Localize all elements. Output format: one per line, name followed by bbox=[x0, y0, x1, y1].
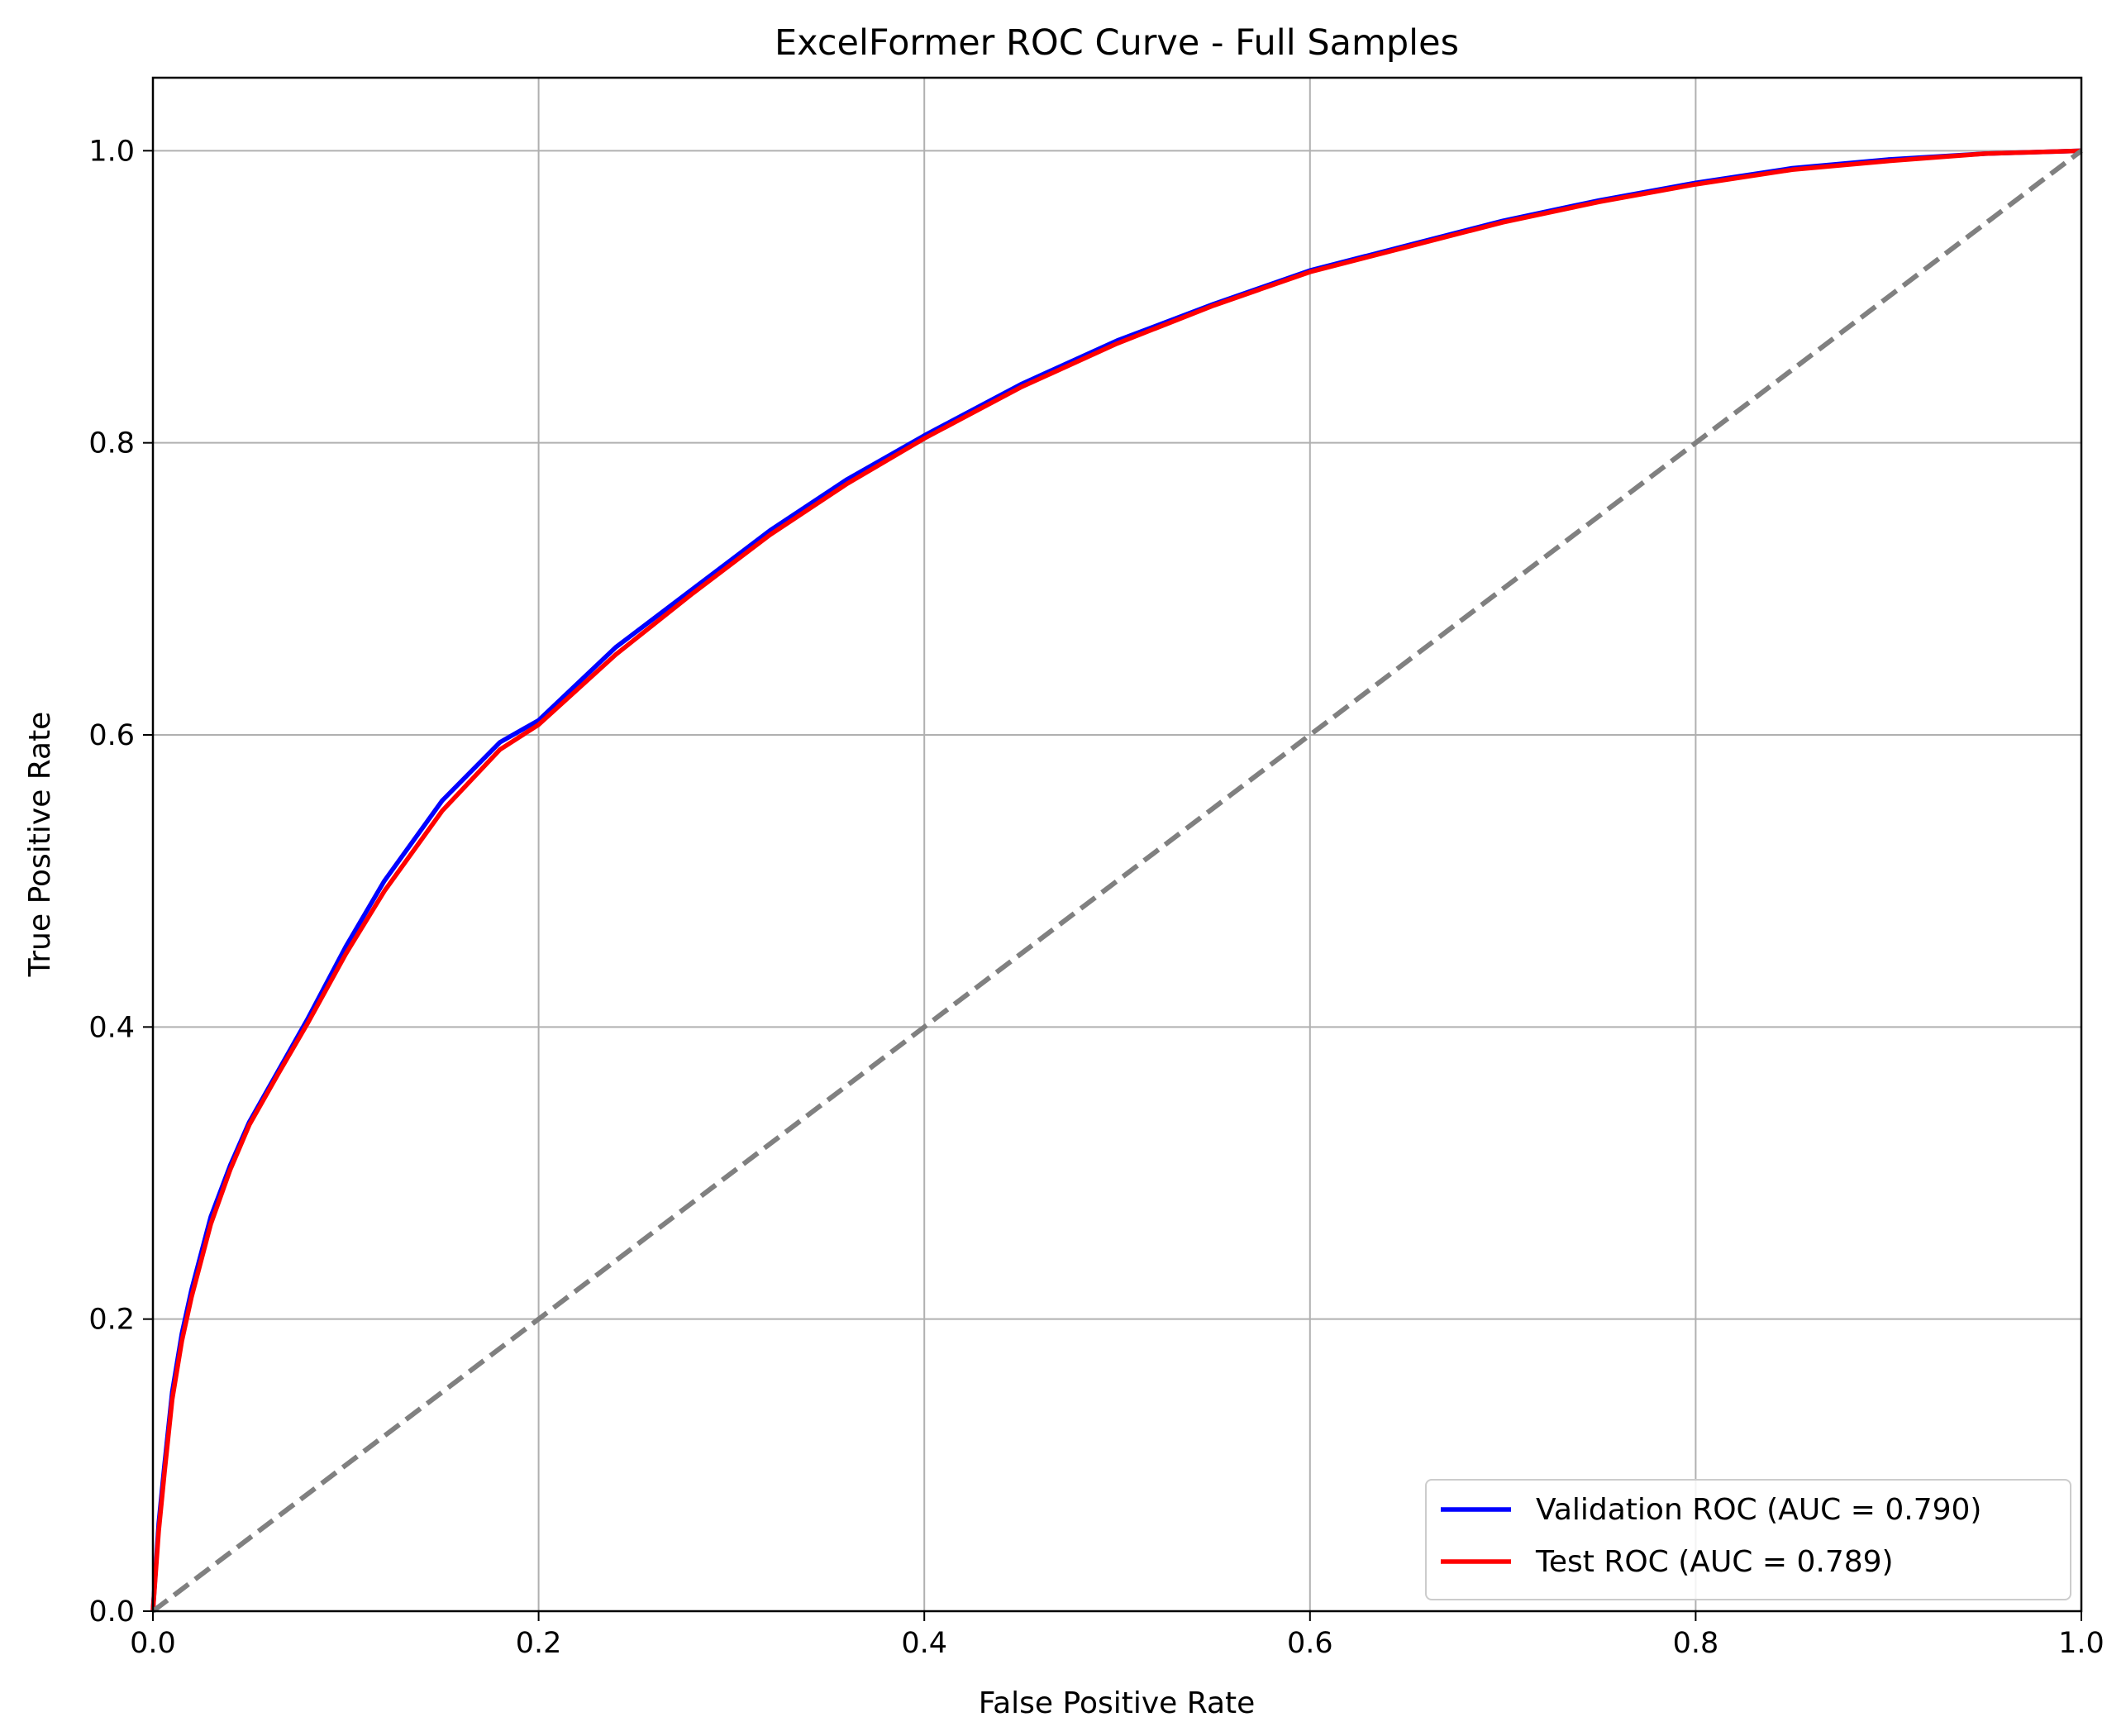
y-tick-label: 0.2 bbox=[88, 1304, 135, 1337]
x-tick-label: 0.6 bbox=[1287, 1627, 1333, 1660]
x-tick-label: 0.2 bbox=[516, 1627, 562, 1660]
axis-ticks: 0.0 0.2 0.4 0.6 0.8 1.0 0.0 0.2 0.4 0.6 0.8 1.0 bbox=[88, 135, 2105, 1660]
legend-label-validation: Validation ROC (AUC = 0.790) bbox=[1536, 1493, 1981, 1527]
y-tick-label: 1.0 bbox=[88, 135, 135, 168]
x-axis-label: False Positive Rate bbox=[979, 1686, 1256, 1720]
legend: Validation ROC (AUC = 0.790) Test ROC (A… bbox=[1425, 1479, 2071, 1600]
chart-title: ExcelFormer ROC Curve - Full Samples bbox=[775, 22, 1459, 64]
x-tick-label: 0.0 bbox=[130, 1627, 176, 1660]
y-tick-label: 0.4 bbox=[88, 1011, 135, 1044]
chance-diagonal-line bbox=[151, 148, 2083, 1614]
y-axis-label: True Positive Rate bbox=[23, 712, 57, 978]
plot-frame bbox=[151, 76, 2083, 1613]
test-roc-line bbox=[150, 148, 2082, 1612]
y-tick-label: 0.6 bbox=[88, 719, 135, 752]
x-tick-label: 0.8 bbox=[1673, 1627, 1719, 1660]
y-tick-label: 0.0 bbox=[88, 1595, 135, 1629]
legend-label-test: Test ROC (AUC = 0.789) bbox=[1535, 1545, 1894, 1579]
series-layer bbox=[150, 148, 2083, 1614]
x-tick-label: 0.4 bbox=[901, 1627, 947, 1660]
x-tick-label: 1.0 bbox=[2058, 1627, 2105, 1660]
legend-box bbox=[1425, 1479, 2071, 1600]
y-tick-label: 0.8 bbox=[88, 427, 135, 460]
